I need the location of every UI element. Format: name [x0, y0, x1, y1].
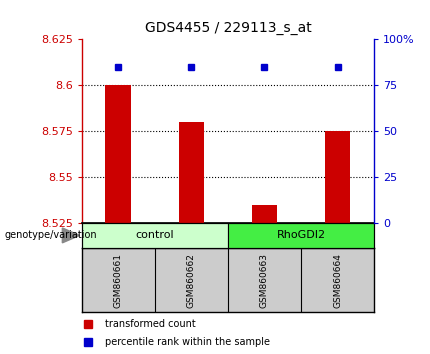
Text: GSM860663: GSM860663 — [260, 253, 269, 308]
Text: genotype/variation: genotype/variation — [4, 230, 97, 240]
Bar — [228, 223, 374, 248]
Bar — [178, 122, 204, 223]
Text: percentile rank within the sample: percentile rank within the sample — [105, 337, 270, 347]
Text: GSM860661: GSM860661 — [114, 253, 123, 308]
Bar — [105, 85, 131, 223]
Title: GDS4455 / 229113_s_at: GDS4455 / 229113_s_at — [144, 21, 311, 35]
Text: RhoGDI2: RhoGDI2 — [276, 230, 326, 240]
Polygon shape — [62, 228, 80, 243]
Text: control: control — [135, 230, 174, 240]
Bar — [252, 205, 277, 223]
Bar — [325, 131, 350, 223]
Text: transformed count: transformed count — [105, 319, 196, 329]
Bar — [82, 223, 228, 248]
Text: GSM860662: GSM860662 — [187, 253, 196, 308]
Text: GSM860664: GSM860664 — [333, 253, 342, 308]
